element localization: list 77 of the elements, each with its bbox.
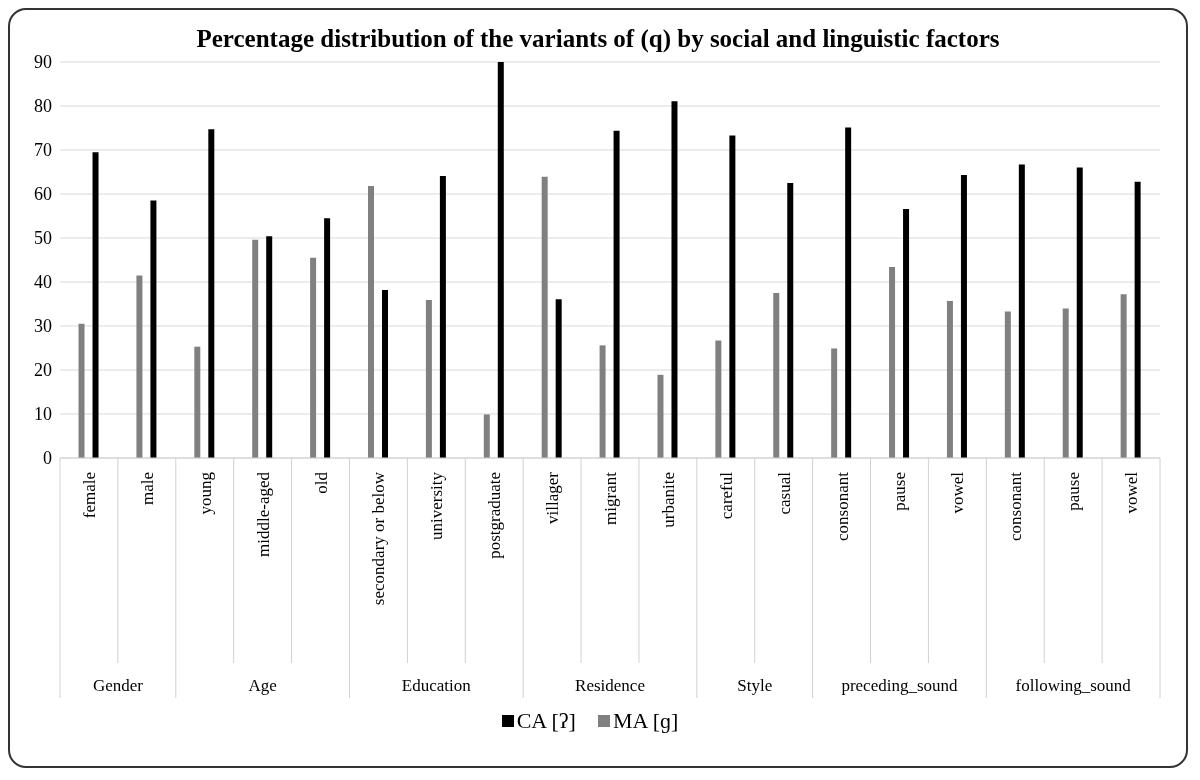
x-tick-label: casual xyxy=(774,471,794,515)
text: Residence xyxy=(575,676,645,695)
bar xyxy=(831,348,838,458)
bar xyxy=(903,208,910,458)
x-tick-label: consonant xyxy=(1006,471,1026,541)
bar xyxy=(541,176,548,458)
x-tick-label: secondary or below xyxy=(369,471,389,606)
bar xyxy=(1076,167,1083,458)
y-tick-label: 0 xyxy=(43,448,52,469)
bar xyxy=(845,127,852,458)
text: following_sound xyxy=(1015,676,1132,695)
bar xyxy=(729,135,736,458)
x-tick-label: young xyxy=(195,471,215,515)
x-tick-label: migrant xyxy=(601,471,620,525)
bar xyxy=(483,414,490,458)
x-tick-label: university xyxy=(427,471,447,540)
y-tick-label: 80 xyxy=(34,96,52,117)
bar xyxy=(310,257,317,458)
x-tick-label: villager xyxy=(543,471,563,524)
legend-label: CA [ʔ] xyxy=(516,708,576,734)
x-tick-label: female xyxy=(79,472,99,519)
bar xyxy=(92,152,99,458)
text: preceding_sound xyxy=(841,676,959,695)
bar xyxy=(439,175,446,458)
bar xyxy=(324,218,331,458)
bar xyxy=(613,130,620,458)
chart-title: Percentage distribution of the variants of (q) by social and linguistic factors xyxy=(195,24,1001,54)
x-tick-label: postgraduate xyxy=(485,472,505,559)
bar xyxy=(889,267,896,458)
bar xyxy=(78,323,85,458)
text: Education xyxy=(401,676,472,695)
bar xyxy=(787,183,794,458)
y-tick-label: 90 xyxy=(34,52,52,73)
y-tick-label: 70 xyxy=(34,140,52,161)
y-tick-label: 50 xyxy=(34,228,52,249)
x-tick-label: vowel xyxy=(948,471,968,514)
bar xyxy=(382,289,388,458)
bar xyxy=(266,236,273,458)
bar xyxy=(368,186,374,458)
text: Age xyxy=(248,676,277,695)
bar xyxy=(715,340,722,458)
bar xyxy=(194,346,201,458)
bar xyxy=(1120,294,1127,458)
bar xyxy=(599,345,606,458)
x-tick-label: consonant xyxy=(832,471,852,541)
text: Style xyxy=(737,676,773,695)
bar xyxy=(671,101,678,458)
x-tick-label: middle-aged xyxy=(253,471,273,557)
bar xyxy=(657,374,664,458)
bar xyxy=(425,300,432,458)
bar xyxy=(946,300,953,458)
bar xyxy=(1018,164,1025,458)
bar xyxy=(208,129,215,458)
y-tick-label: 60 xyxy=(34,184,52,205)
x-tick-label: urbanite xyxy=(658,472,678,528)
x-tick-label: vowel xyxy=(1122,471,1142,514)
bar xyxy=(773,293,780,458)
x-tick-label: pause xyxy=(890,472,910,511)
bar xyxy=(555,299,562,458)
bar xyxy=(1062,308,1069,458)
x-tick-label: male xyxy=(137,472,157,506)
y-tick-label: 20 xyxy=(34,360,52,381)
bar xyxy=(1134,181,1141,458)
x-tick-label: old xyxy=(311,471,331,494)
x-tick-label: pause xyxy=(1064,472,1084,511)
legend-label: MA [ɡ] xyxy=(612,708,679,734)
bar xyxy=(960,175,967,458)
y-tick-label: 30 xyxy=(34,316,52,337)
x-tick-label: careful xyxy=(716,471,736,520)
y-tick-label: 10 xyxy=(34,404,52,425)
bar xyxy=(252,239,259,458)
y-tick-label: 40 xyxy=(34,272,52,293)
bar xyxy=(136,275,143,458)
bar xyxy=(497,62,504,458)
text: Gender xyxy=(92,676,144,695)
bar xyxy=(1004,311,1011,458)
bar xyxy=(150,200,157,458)
